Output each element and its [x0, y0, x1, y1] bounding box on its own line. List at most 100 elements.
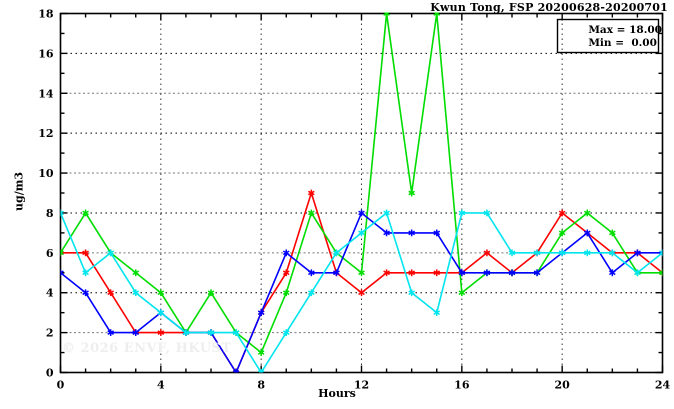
marker-stroke: [659, 251, 663, 256]
y-tick-label: 18: [38, 8, 54, 21]
data-point-series-blue: [609, 269, 616, 277]
data-point-series-red: [383, 269, 390, 277]
data-point-series-red: [358, 289, 365, 297]
marker-stroke: [483, 270, 491, 276]
marker-stroke: [483, 250, 491, 256]
x-tick-label: 4: [157, 379, 165, 392]
marker-stroke: [408, 290, 415, 296]
data-point-series-green: [458, 289, 466, 297]
data-point-series-blue: [107, 329, 114, 337]
marker-stroke: [433, 12, 441, 16]
marker-stroke: [533, 270, 541, 276]
data-point-series-red: [157, 329, 165, 337]
y-tick-label: 4: [46, 287, 54, 300]
data-point-series-green: [583, 209, 591, 217]
marker-stroke: [558, 230, 566, 236]
data-point-series-blue: [232, 369, 240, 373]
data-point-series-blue: [60, 269, 64, 277]
marker-stroke: [132, 290, 140, 296]
data-point-series-blue: [458, 269, 466, 277]
marker-stroke: [508, 270, 516, 276]
data-point-series-blue: [282, 249, 290, 257]
marker-stroke: [282, 290, 290, 296]
data-point-series-cyan: [533, 249, 541, 257]
marker-stroke: [232, 370, 238, 373]
stats-box-border: [556, 18, 660, 54]
data-point-series-blue: [408, 229, 415, 237]
marker-stroke: [182, 330, 190, 335]
data-point-series-blue: [634, 249, 641, 257]
marker-stroke: [282, 270, 290, 276]
data-point-series-cyan: [609, 249, 616, 257]
data-point-series-cyan: [358, 229, 365, 237]
marker-stroke: [433, 230, 441, 236]
data-point-series-blue: [383, 229, 390, 237]
marker-stroke: [234, 370, 240, 373]
marker-stroke: [259, 370, 265, 373]
data-point-series-cyan: [282, 329, 290, 337]
marker-stroke: [157, 310, 165, 316]
data-point-series-cyan: [634, 269, 641, 277]
marker-stroke: [358, 230, 365, 236]
data-point-series-cyan: [433, 309, 441, 317]
marker-stroke: [107, 290, 114, 296]
data-point-series-cyan: [257, 369, 265, 373]
marker-stroke: [257, 350, 265, 355]
data-point-series-cyan: [583, 249, 591, 257]
data-point-series-blue: [583, 229, 591, 237]
data-point-series-cyan: [508, 249, 516, 257]
data-point-series-green: [609, 229, 616, 237]
y-tick-label: 12: [38, 127, 53, 140]
marker-stroke: [558, 250, 566, 256]
data-point-series-red: [558, 209, 566, 217]
marker-stroke: [634, 250, 641, 256]
marker-stroke: [659, 250, 663, 254]
marker-stroke: [383, 230, 390, 236]
data-point-series-blue: [508, 269, 516, 277]
marker-stroke: [408, 270, 415, 276]
data-point-series-green: [433, 12, 441, 17]
data-point-series-cyan: [107, 249, 114, 257]
data-point-series-cyan: [132, 289, 140, 297]
marker-stroke: [60, 251, 64, 256]
data-point-series-red: [408, 269, 415, 277]
marker-stroke: [408, 230, 415, 236]
data-point-series-cyan: [157, 309, 165, 317]
marker-stroke: [458, 270, 466, 276]
marker-stroke: [82, 290, 89, 296]
marker-stroke: [282, 250, 290, 256]
marker-stroke: [132, 330, 140, 335]
data-point-series-green: [82, 209, 89, 217]
marker-stroke: [207, 330, 215, 335]
data-point-series-cyan: [207, 329, 215, 337]
data-point-series-cyan: [182, 329, 190, 337]
data-point-series-green: [207, 289, 215, 297]
marker-stroke: [508, 250, 516, 256]
data-point-series-green: [282, 289, 290, 297]
marker-stroke: [60, 271, 64, 276]
data-point-series-cyan: [60, 209, 64, 217]
data-point-series-green: [157, 289, 165, 297]
x-tick-label: 8: [257, 379, 265, 392]
marker-stroke: [383, 210, 390, 216]
marker-stroke: [433, 270, 441, 276]
marker-stroke: [383, 270, 390, 276]
data-point-series-blue: [308, 269, 315, 277]
data-point-series-blue: [483, 269, 491, 277]
marker-stroke: [60, 212, 64, 216]
data-point-series-blue: [333, 269, 340, 277]
marker-stroke: [82, 270, 89, 276]
marker-stroke: [308, 190, 315, 196]
data-point-series-blue: [533, 269, 541, 277]
stats-min: Min = 0.00: [588, 37, 657, 49]
y-tick-label: 14: [38, 87, 54, 100]
marker-stroke: [609, 230, 616, 236]
data-point-series-cyan: [558, 249, 566, 257]
x-axis-label: Hours: [318, 387, 356, 400]
marker-stroke: [308, 210, 315, 216]
y-tick-label: 16: [38, 47, 54, 60]
data-point-series-cyan: [383, 209, 390, 217]
y-tick-label: 0: [46, 367, 54, 380]
marker-stroke: [157, 330, 165, 335]
